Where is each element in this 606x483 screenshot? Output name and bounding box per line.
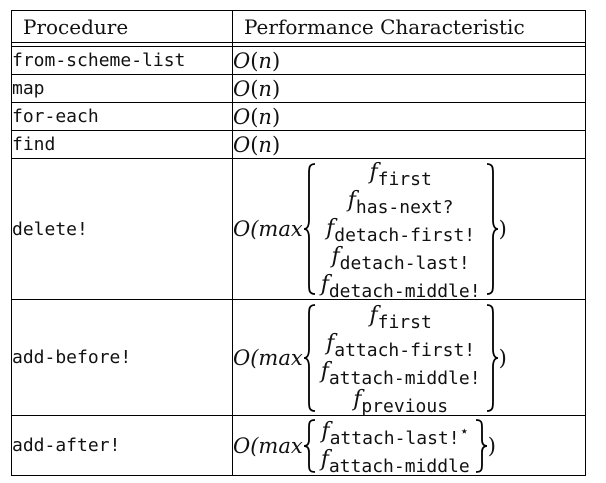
list-item: f attach-middle! [320, 358, 481, 389]
complexity: O(n) [232, 46, 586, 75]
f-subscript: detach-last! [339, 253, 470, 274]
table-row: delete! O(max f first f has-next? f detach-… [11, 158, 586, 302]
procedure-name: map [11, 74, 233, 103]
list-item: f attach-middle [320, 446, 470, 477]
list-item: f attach-first! [326, 330, 475, 361]
list-item: f previous [353, 386, 448, 417]
f-subscript: first [377, 169, 432, 190]
var-n: n [258, 76, 272, 101]
big-o: O [233, 104, 251, 129]
procedure-name: for-each [11, 102, 233, 131]
f-subscript: detach-first! [334, 225, 476, 246]
function-list: f attach-last! ⋆ f attach-middle [317, 418, 474, 477]
f-subscript: has-next? [355, 197, 454, 218]
header-procedure: Procedure [11, 10, 233, 43]
f-subscript: first [377, 311, 432, 333]
paren-close: ) [271, 132, 281, 157]
function-list: f first f has-next? f detach-first! f detach… [317, 159, 485, 302]
left-curly-brace-icon [303, 303, 315, 412]
var-n: n [258, 48, 272, 73]
header-performance: Performance Characteristic [232, 10, 586, 43]
procedure-name: delete! [11, 158, 233, 300]
f-subscript: attach-middle! [328, 367, 481, 389]
complexity: O(n) [232, 74, 586, 103]
table-row: for-each O(n) [11, 102, 586, 131]
complexity: O(n) [232, 102, 586, 131]
procedure-name: add-before! [11, 299, 233, 416]
paren-close: ) [271, 76, 281, 101]
list-item: f detach-first! [326, 215, 475, 246]
table-row: find O(n) [11, 130, 586, 159]
list-item: f attach-last! ⋆ [321, 418, 469, 449]
table-row: add-before! O(max f first f attach-first! … [11, 299, 586, 417]
f-symbol: f [369, 302, 378, 328]
left-curly-brace-icon [303, 163, 315, 295]
big-o: O [233, 48, 251, 73]
f-subscript: detach-middle! [328, 281, 481, 302]
f-symbol: f [320, 272, 329, 297]
f-symbol: f [320, 358, 329, 384]
list-item: f has-next? [347, 187, 454, 218]
paren-open: ( [250, 76, 259, 101]
procedure-name: from-scheme-list [11, 46, 233, 75]
f-symbol: f [347, 188, 356, 213]
f-symbol: f [369, 160, 378, 185]
f-subscript: previous [361, 395, 449, 417]
paren-close: ) [271, 48, 281, 73]
max-prefix: O(max [233, 217, 303, 241]
header-row: Procedure Performance Characteristic [11, 10, 586, 43]
max-prefix: O(max [233, 345, 303, 370]
f-subscript: attach-last! [329, 427, 460, 449]
right-curly-brace-icon [475, 418, 487, 473]
table-row: add-after! O(max f attach-last! ⋆ f attach-… [11, 415, 586, 477]
big-o: O [233, 76, 251, 101]
complexity: O(n) [232, 130, 586, 159]
list-item: f first [369, 302, 431, 333]
f-symbol: f [353, 386, 362, 412]
left-curly-brace-icon [303, 418, 315, 473]
performance-table: Procedure Performance Characteristic fro… [11, 10, 586, 477]
star-icon: ⋆ [459, 421, 469, 440]
max-prefix: O(max [233, 433, 303, 458]
complexity: O(max f first f has-next? f detach-first! f… [232, 158, 586, 302]
list-item: f first [369, 159, 431, 190]
right-curly-brace-icon [486, 163, 498, 295]
f-symbol: f [331, 244, 340, 269]
list-item: f detach-last! [331, 243, 470, 274]
paren-close: ) [487, 433, 496, 458]
var-n: n [258, 104, 272, 129]
paren-open: ( [250, 132, 259, 157]
f-symbol: f [320, 446, 329, 472]
paren-open: ( [250, 104, 259, 129]
f-symbol: f [321, 418, 330, 444]
complexity: O(max f attach-last! ⋆ f attach-middle ) [232, 415, 586, 477]
paren-close: ) [498, 217, 507, 241]
var-n: n [258, 132, 272, 157]
paren-close: ) [498, 345, 507, 370]
f-symbol: f [326, 216, 335, 241]
big-o: O [233, 132, 251, 157]
table-row: map O(n) [11, 74, 586, 103]
procedure-name: add-after! [11, 415, 233, 476]
procedure-name: find [11, 130, 233, 159]
list-item: f detach-middle! [320, 271, 481, 302]
paren-close: ) [271, 104, 281, 129]
right-curly-brace-icon [486, 303, 498, 412]
table-row: from-scheme-list O(n) [11, 46, 586, 75]
complexity: O(max f first f attach-first! f attach-midd… [232, 299, 586, 417]
f-symbol: f [326, 330, 335, 356]
paren-open: ( [250, 48, 259, 73]
f-subscript: attach-middle [328, 455, 470, 477]
f-subscript: attach-first! [334, 339, 476, 361]
